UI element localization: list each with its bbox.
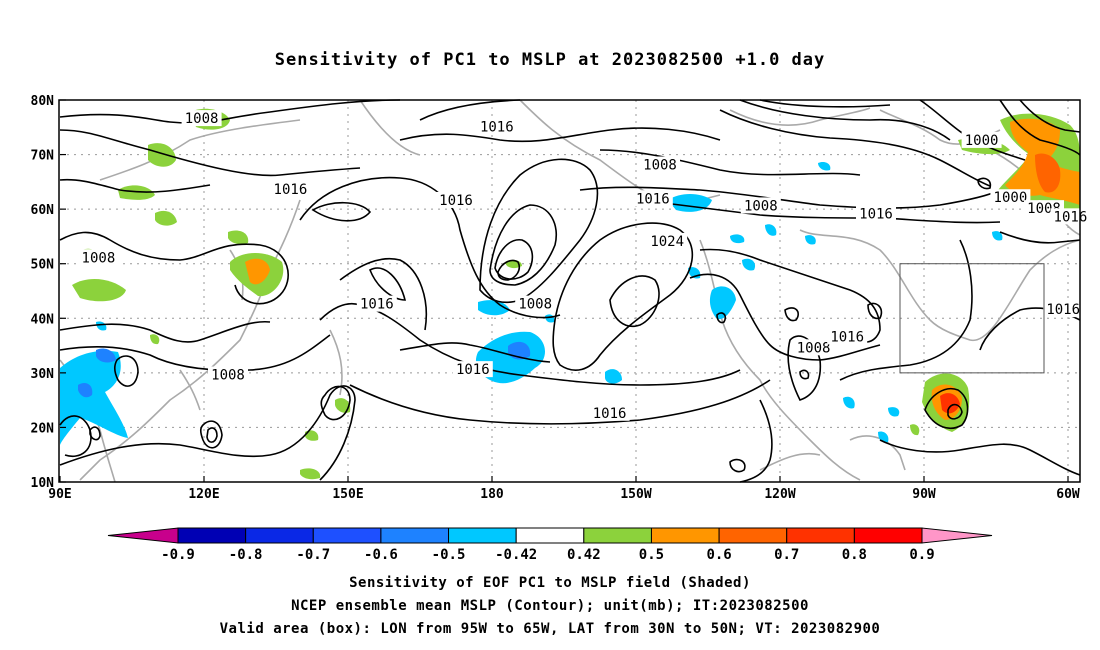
contour-label: 1016 (636, 191, 670, 207)
valid-area-box (899, 263, 1045, 374)
lon-tick-label: 90W (912, 487, 936, 502)
lon-tick-label: 60W (1056, 487, 1080, 502)
map-frame (58, 99, 1081, 483)
colorbar-label: -0.6 (364, 547, 398, 563)
contour-label: 1000 (965, 133, 999, 149)
contour-label: 1024 (650, 234, 684, 250)
mslp-contours (59, 99, 1081, 483)
lon-tick-label: 150E (332, 487, 363, 502)
contour-label-bg (515, 295, 556, 312)
lon-tick-label: 180 (480, 487, 504, 502)
map-title: Sensitivity of PC1 to MSLP at 2023082500… (274, 50, 826, 70)
contour-label-bg (740, 197, 781, 214)
colorbar-segment (380, 527, 450, 544)
footer-line-3: Valid area (box): LON from 95W to 65W, L… (219, 621, 881, 637)
contour-label-bg (1043, 301, 1084, 318)
lat-tick-label: 50N (31, 258, 55, 273)
contour-label: 1016 (360, 297, 394, 313)
contour-label-bg (589, 404, 630, 421)
colorbar-label: -0.42 (495, 547, 537, 563)
contour-label-bg (640, 156, 680, 173)
colorbar-segment (245, 527, 314, 544)
colorbar-segment (786, 527, 855, 544)
contour-label-bg (647, 232, 688, 249)
contour-label: 1008 (643, 157, 677, 173)
lon-tick-label: 90E (48, 487, 71, 502)
contour-label-bg (632, 190, 673, 207)
lat-tick-label: 70N (31, 149, 55, 164)
contour-label: 1008 (518, 297, 552, 313)
contour-label-bg (452, 361, 493, 378)
contour-label-bg (827, 328, 868, 345)
contour-label: 1008 (744, 198, 778, 214)
colorbar-segment (515, 527, 585, 544)
contour-label-bg (270, 181, 311, 198)
colorbar-segment (312, 527, 382, 544)
lon-tick-label: 150W (620, 487, 651, 502)
contour-label-bg (793, 339, 834, 356)
contour-label: 1016 (274, 182, 308, 198)
colorbar-segment (583, 527, 652, 544)
contour-label-bg (356, 295, 397, 312)
contour-label: 1016 (593, 406, 627, 422)
contour-label: 1016 (830, 329, 864, 345)
contour-label-bg (961, 131, 1002, 148)
contour-label-bg (78, 249, 119, 266)
colorbar-label: -0.5 (432, 547, 466, 563)
footer-line-2: NCEP ensemble mean MSLP (Contour); unit(… (291, 598, 809, 614)
colorbar-label: -0.8 (229, 547, 263, 563)
lat-tick-label: 60N (31, 203, 55, 218)
colorbar-segment (177, 527, 247, 544)
contour-label-bg (436, 191, 476, 208)
contour-label-bg (208, 366, 248, 383)
contour-label: 1008 (82, 250, 116, 266)
lat-tick-label: 30N (31, 367, 55, 382)
lon-tick-label: 120E (188, 487, 219, 502)
colorbar-segment (448, 527, 517, 544)
footer-line-1: Sensitivity of EOF PC1 to MSLP field (Sh… (349, 575, 751, 591)
contour-label: 1016 (456, 362, 490, 378)
colorbar-label: -0.9 (161, 547, 195, 563)
colorbar-label: -0.7 (296, 547, 330, 563)
lat-tick-label: 20N (31, 421, 55, 436)
contour-label: 1016 (1054, 209, 1088, 225)
colorbar-right-arrow (921, 527, 993, 544)
contour-label: 1008 (185, 111, 219, 127)
colorbar-left-arrow (107, 527, 179, 544)
colorbar-label: 0.8 (842, 547, 867, 563)
colorbar-segment (853, 527, 923, 544)
contour-label-bg (476, 118, 517, 135)
contour-label-bg (990, 189, 1031, 206)
contour-label: 1016 (859, 207, 893, 223)
contour-label: 1008 (211, 368, 245, 384)
lat-tick-label: 10N (31, 476, 55, 491)
contour-label: 1016 (1046, 302, 1080, 318)
lat-tick-label: 80N (31, 94, 55, 109)
contour-label: 1016 (480, 119, 514, 135)
colorbar-label: 0.5 (639, 547, 664, 563)
colorbar-label: 0.6 (706, 547, 731, 563)
contour-label: 1008 (797, 340, 831, 356)
contour-label: 1000 (994, 190, 1028, 206)
colorbar-label: 0.42 (567, 547, 601, 563)
contour-label-bg (856, 205, 896, 222)
colorbar-segment (718, 527, 788, 544)
lat-tick-label: 40N (31, 312, 55, 327)
contour-label-bg (181, 110, 222, 127)
colorbar: -0.9 -0.8 -0.7 -0.6 -0.5 -0.42 0.42 0.5 0.6 0.7 0.… (107, 527, 993, 563)
contour-labels: 1008101610081016101610081016102410081016… (78, 110, 1091, 422)
colorbar-segment (650, 527, 720, 544)
contour-label: 1016 (439, 193, 473, 209)
axis-ticks: 90E 120E 150E 180 150W 120W 90W 60W 10N 20N 30N 40N… (31, 94, 1080, 502)
colorbar-label: 0.7 (774, 547, 799, 563)
lon-tick-label: 120W (764, 487, 795, 502)
colorbar-label: 0.9 (909, 547, 934, 563)
